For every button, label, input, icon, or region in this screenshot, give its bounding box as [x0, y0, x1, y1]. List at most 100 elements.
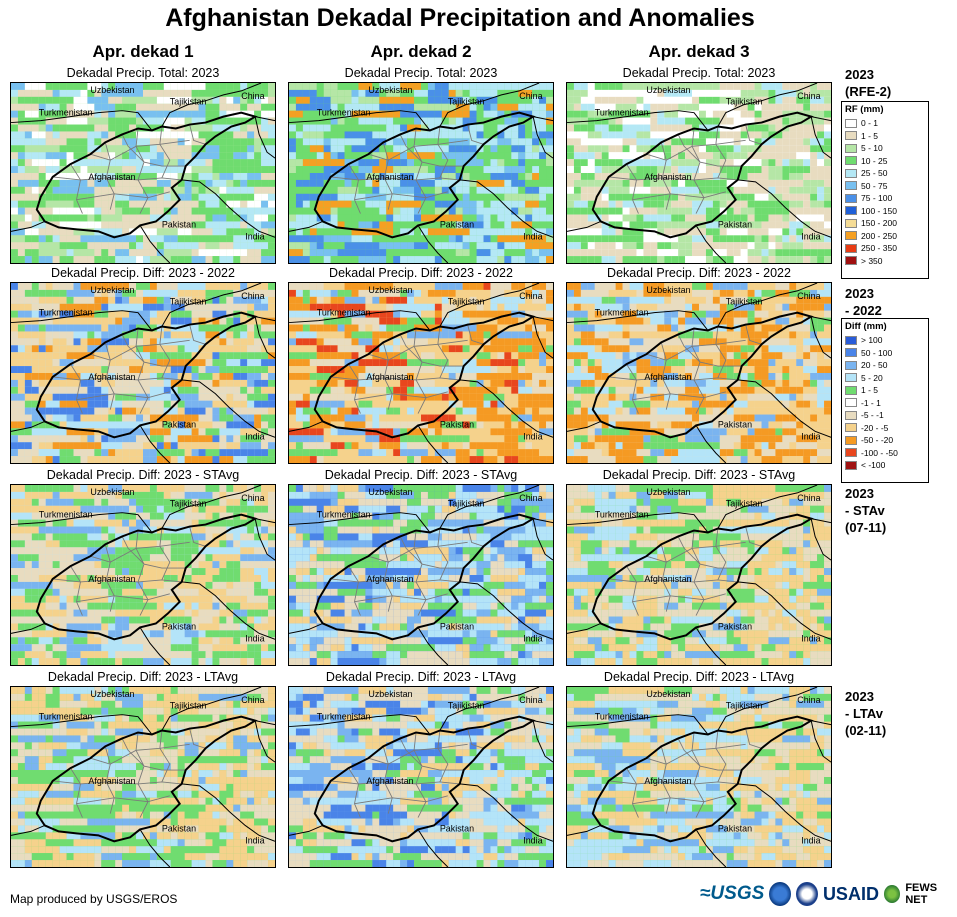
- usda-seal-icon: [796, 882, 818, 906]
- map-svg: Uzbekistan Tajikistan China Turkmenistan Afg…: [11, 485, 275, 665]
- map-label-china: China: [797, 91, 820, 101]
- map-label-turkmenistan: Turkmenistan: [39, 712, 93, 722]
- legend-item: 75 - 100: [845, 192, 925, 205]
- map-label-pakistan: Pakistan: [162, 219, 196, 229]
- legend-item-label: -20 - -5: [861, 422, 889, 433]
- afghanistan-border: [313, 513, 536, 641]
- legend-swatch: [845, 373, 857, 383]
- row-label-line: 2023: [845, 689, 874, 704]
- legend-swatch: [845, 218, 857, 228]
- legend-item-label: 5 - 10: [861, 143, 883, 154]
- legend-swatch: [845, 243, 857, 253]
- row-label-line: 2023: [845, 486, 874, 501]
- legend-item: 1 - 5: [845, 130, 925, 143]
- map-svg: Uzbekistan Tajikistan China Turkmenistan Afg…: [289, 687, 553, 867]
- map-label-india: India: [523, 835, 542, 845]
- map-label-afghanistan: Afghanistan: [366, 574, 413, 584]
- map-label-pakistan: Pakistan: [440, 823, 474, 833]
- map-label-afghanistan: Afghanistan: [644, 172, 691, 182]
- legend-item-label: 250 - 350: [861, 243, 897, 254]
- legend-item: 200 - 250: [845, 230, 925, 243]
- map-label-china: China: [241, 291, 264, 301]
- legend-swatch: [845, 448, 857, 458]
- map-svg: Uzbekistan Tajikistan China Turkmenistan Afg…: [567, 283, 831, 463]
- country-borders: [11, 485, 275, 665]
- row-label-line: (07-11): [845, 520, 887, 535]
- panel-title: Dekadal Precip. Diff: 2023 - LTAvg: [603, 670, 795, 684]
- map-label-turkmenistan: Turkmenistan: [317, 108, 371, 118]
- legend-item-label: 1 - 5: [861, 385, 879, 396]
- legend-swatch: [845, 423, 857, 433]
- map-label-pakistan: Pakistan: [718, 621, 752, 631]
- map-svg: Uzbekistan Tajikistan China Turkmenistan Afg…: [11, 687, 275, 867]
- legend-item-label: -50 - -20: [861, 435, 894, 446]
- panel-title: Dekadal Precip. Total: 2023: [344, 66, 498, 80]
- precip-raster: [567, 687, 831, 867]
- legend-swatch: [845, 385, 857, 395]
- afghanistan-border: [591, 311, 814, 439]
- map-label-afghanistan: Afghanistan: [366, 776, 413, 786]
- legend-swatch: [845, 348, 857, 358]
- map-label-india: India: [523, 633, 542, 643]
- province-boundaries: [608, 526, 762, 616]
- legend-swatch: [845, 231, 857, 241]
- legend-diff: Diff (mm) > 100 50 - 100 20 - 50 5 - 20 1 - …: [841, 318, 929, 483]
- map-label-afghanistan: Afghanistan: [366, 372, 413, 382]
- legend-item-label: -1 - 1: [861, 397, 881, 408]
- map-panel: Uzbekistan Tajikistan China Turkmenistan Afg…: [10, 686, 276, 868]
- map-label-afghanistan: Afghanistan: [88, 372, 135, 382]
- legend-item-label: 25 - 50: [861, 168, 888, 179]
- map-label-pakistan: Pakistan: [162, 621, 196, 631]
- map-label-uzbekistan: Uzbekistan: [90, 689, 134, 699]
- legend-item: 0 - 1: [845, 117, 925, 130]
- legend-item-label: 0 - 1: [861, 118, 879, 129]
- legend-item-label: 100 - 150: [861, 205, 897, 216]
- legend-swatch: [845, 156, 857, 166]
- map-label-india: India: [801, 431, 820, 441]
- map-label-pakistan: Pakistan: [440, 621, 474, 631]
- legend-item: 50 - 100: [845, 347, 925, 360]
- panel-title: Dekadal Precip. Diff: 2023 - STAvg: [46, 468, 240, 482]
- legend-item-label: 50 - 100: [861, 347, 893, 358]
- map-label-pakistan: Pakistan: [718, 823, 752, 833]
- country-borders: [289, 83, 553, 263]
- map-label-india: India: [801, 835, 820, 845]
- legend-diff-title: Diff (mm): [845, 321, 887, 332]
- panel-title: Dekadal Precip. Diff: 2023 - LTAvg: [47, 670, 239, 684]
- legend-swatch: [845, 206, 857, 216]
- legend-swatch: [845, 181, 857, 191]
- legend-item: 5 - 10: [845, 142, 925, 155]
- fews-net-logo: FEWS NET: [905, 882, 938, 906]
- province-boundaries: [608, 324, 762, 414]
- province-boundaries: [330, 324, 484, 414]
- panel-title: Dekadal Precip. Diff: 2023 - STAvg: [324, 468, 518, 482]
- panel-title: Dekadal Precip. Total: 2023: [66, 66, 220, 80]
- map-label-afghanistan: Afghanistan: [644, 574, 691, 584]
- row-label-line: (02-11): [845, 723, 887, 738]
- map-label-turkmenistan: Turkmenistan: [595, 108, 649, 118]
- map-label-turkmenistan: Turkmenistan: [317, 712, 371, 722]
- legend-item-label: > 100: [861, 335, 883, 346]
- province-boundaries: [608, 124, 762, 214]
- map-label-pakistan: Pakistan: [162, 419, 196, 429]
- map-label-turkmenistan: Turkmenistan: [595, 712, 649, 722]
- map-label-india: India: [523, 231, 542, 241]
- legend-item: 5 - 20: [845, 372, 925, 385]
- map-label-india: India: [801, 633, 820, 643]
- panel-title: Dekadal Precip. Diff: 2023 - 2022: [51, 266, 235, 280]
- map-label-india: India: [245, 231, 264, 241]
- row-label-line: 2023: [845, 67, 874, 82]
- row-label-3: 2023 - STAv (07-11): [845, 485, 886, 536]
- map-label-turkmenistan: Turkmenistan: [39, 308, 93, 318]
- map-panel: Uzbekistan Tajikistan China Turkmenistan Afg…: [288, 686, 554, 868]
- afghanistan-border: [313, 715, 536, 843]
- afghanistan-border: [313, 311, 536, 439]
- legend-item-label: -5 - -1: [861, 410, 884, 421]
- legend-item: 50 - 75: [845, 180, 925, 193]
- map-label-china: China: [241, 91, 264, 101]
- column-header-dekad-2: Apr. dekad 2: [370, 42, 472, 61]
- legend-item: 1 - 5: [845, 384, 925, 397]
- legend-item: < -100: [845, 459, 925, 472]
- legend-swatch: [845, 168, 857, 178]
- map-label-pakistan: Pakistan: [718, 219, 752, 229]
